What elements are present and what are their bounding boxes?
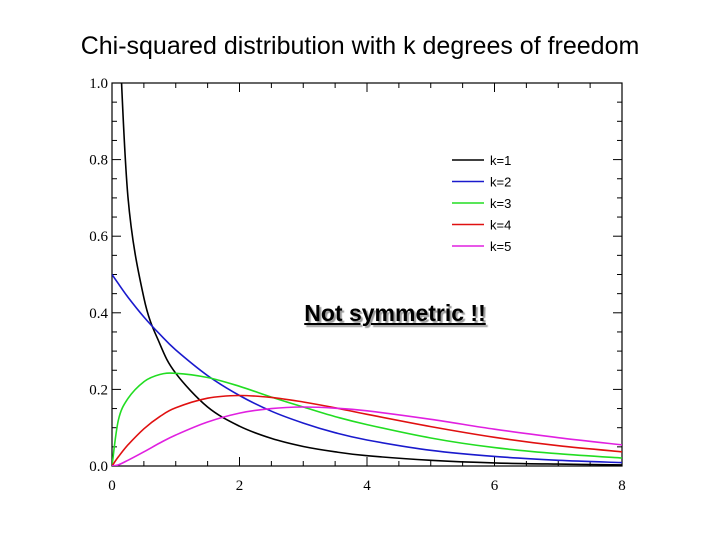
series-line-k4 xyxy=(112,394,622,466)
x-tick-label: 2 xyxy=(236,478,244,494)
series-line-k2 xyxy=(112,274,622,464)
x-tick-label: 0 xyxy=(108,478,116,494)
series-line-k3 xyxy=(112,372,622,466)
y-tick-label: 0.4 xyxy=(89,306,108,322)
y-tick-label: 0.0 xyxy=(89,459,108,475)
series-line-k1 xyxy=(120,83,622,466)
plot-frame xyxy=(111,82,623,467)
y-axis: 0.0 0.2 0.4 0.6 0.8 1.0 xyxy=(89,76,622,475)
legend: k=1 k=2 k=3 k=4 k=5 xyxy=(452,153,511,254)
x-axis: 0 2 4 6 8 xyxy=(108,83,626,494)
y-tick-label: 0.2 xyxy=(89,382,108,398)
series-line-k5 xyxy=(112,406,622,466)
y-tick-label: 1.0 xyxy=(89,76,108,92)
legend-label-k4: k=4 xyxy=(490,218,511,233)
x-tick-label: 8 xyxy=(618,478,626,494)
x-tick-label: 4 xyxy=(363,478,371,494)
series-lines xyxy=(112,83,622,466)
legend-label-k1: k=1 xyxy=(490,153,511,168)
legend-label-k2: k=2 xyxy=(490,175,511,190)
chart-title: Chi-squared distribution with k degrees … xyxy=(80,32,640,60)
y-tick-label: 0.8 xyxy=(89,153,108,169)
legend-label-k3: k=3 xyxy=(490,196,511,211)
axes-frame xyxy=(111,82,623,467)
x-tick-label: 6 xyxy=(491,478,499,494)
legend-label-k5: k=5 xyxy=(490,239,511,254)
annotation-not-symmetric: Not symmetric !! xyxy=(304,300,486,326)
y-tick-label: 0.6 xyxy=(89,229,108,245)
